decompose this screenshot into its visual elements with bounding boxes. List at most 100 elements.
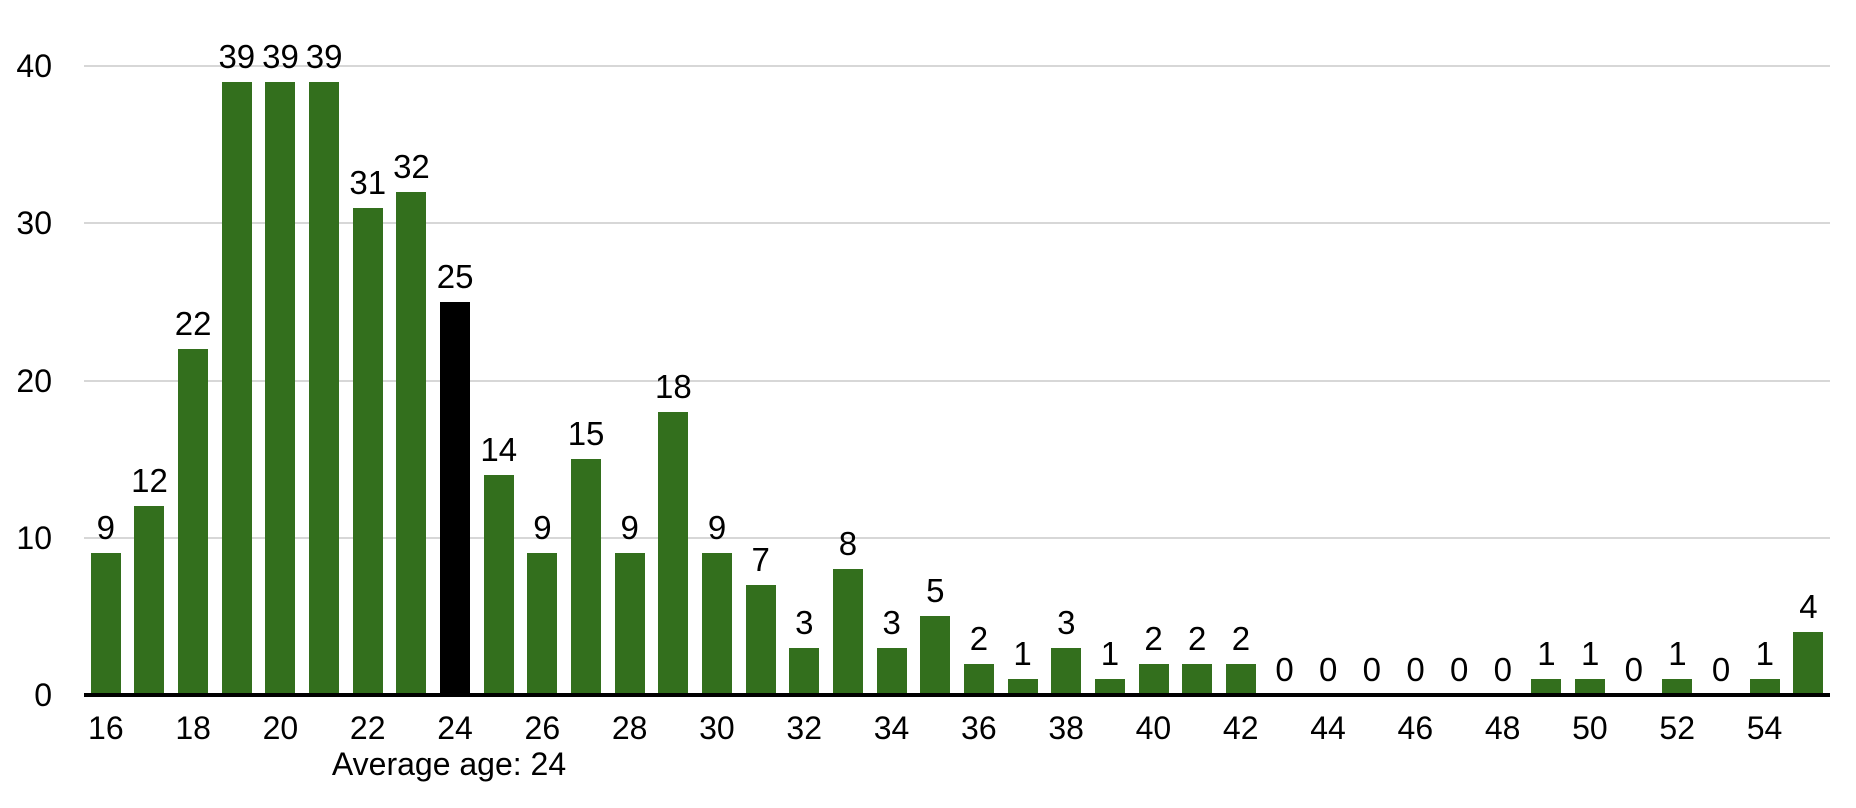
bar-age-41 <box>1182 663 1213 695</box>
bar-slot-age-35: 5 <box>913 66 957 695</box>
bar-slot-age-41: 2 <box>1175 66 1219 695</box>
gridline-40 <box>84 65 1830 67</box>
bar-value-label-age-52: 1 <box>1668 635 1687 673</box>
bar-slot-age-23: 32 <box>390 66 434 695</box>
bar-slot-age-34: 3 <box>870 66 914 695</box>
bar-age-34 <box>876 647 907 695</box>
bar-value-label-age-49: 1 <box>1537 635 1556 673</box>
bar-slot-age-45: 0 <box>1350 66 1394 695</box>
bar-slot-age-17: 12 <box>128 66 172 695</box>
bar-value-label-age-20: 39 <box>262 37 299 75</box>
gridline-10 <box>84 536 1830 539</box>
gridline-30 <box>84 222 1830 225</box>
bar-value-label-age-40: 2 <box>1144 619 1163 657</box>
bar-value-label-age-41: 2 <box>1188 619 1207 657</box>
bar-slot-age-50: 1 <box>1568 66 1612 695</box>
x-axis-label-44: 44 <box>1310 710 1346 746</box>
bar-slot-age-21: 39 <box>302 39 346 695</box>
x-axis-label-50: 50 <box>1572 710 1608 746</box>
bar-value-label-age-24: 25 <box>436 257 474 295</box>
average-age-annotation: Average age: 24 <box>331 746 567 782</box>
x-axis-label-16: 16 <box>88 710 124 746</box>
bar-value-label-age-55: 4 <box>1799 588 1818 626</box>
bar-slot-age-43: 0 <box>1263 66 1307 695</box>
bar-age-39 <box>1094 679 1125 695</box>
bar-value-label-age-38: 3 <box>1057 603 1076 641</box>
x-axis-label-22: 22 <box>349 710 386 746</box>
bar-value-label-age-44: 0 <box>1319 651 1338 688</box>
bar-slot-age-26: 9 <box>521 66 565 695</box>
bar-value-label-age-19: 39 <box>218 37 256 75</box>
bar-slot-age-54: 1 <box>1743 66 1787 695</box>
bar-value-label-age-28: 9 <box>620 509 639 547</box>
bar-slot-age-24: 25 <box>433 66 477 695</box>
bar-value-label-age-18: 22 <box>174 305 212 343</box>
x-axis-label-42: 42 <box>1222 710 1259 746</box>
bar-slot-age-29: 18 <box>652 66 696 695</box>
bar-value-label-age-22: 31 <box>349 163 387 201</box>
bar-age-16 <box>90 553 121 695</box>
bar-age-19 <box>221 81 252 695</box>
bar-slot-age-51: 0 <box>1612 66 1656 695</box>
bar-age-20 <box>265 81 296 695</box>
bar-slot-age-36: 2 <box>957 66 1001 695</box>
x-axis-label-46: 46 <box>1397 710 1434 746</box>
bar-value-label-age-16: 9 <box>96 509 116 547</box>
bar-slot-age-16: 9 <box>84 66 128 695</box>
bar-slot-age-40: 2 <box>1132 66 1176 695</box>
bar-value-label-age-17: 12 <box>131 462 168 500</box>
bar-value-label-age-48: 0 <box>1493 651 1513 688</box>
bar-slot-age-53: 0 <box>1699 66 1743 695</box>
bar-value-label-age-54: 1 <box>1755 635 1774 673</box>
bar-value-label-age-50: 1 <box>1580 635 1600 673</box>
bar-slot-age-31: 7 <box>739 66 783 695</box>
bar-value-label-age-23: 32 <box>393 147 430 185</box>
bar-slot-age-46: 0 <box>1394 66 1438 695</box>
x-axis-label-48: 48 <box>1484 710 1521 746</box>
bar-value-label-age-46: 0 <box>1406 651 1425 688</box>
bar-value-label-age-34: 3 <box>882 603 901 641</box>
x-axis-label-30: 30 <box>699 710 735 746</box>
bar-value-label-age-31: 7 <box>751 540 770 578</box>
bar-value-label-age-45: 0 <box>1362 651 1382 688</box>
bar-slot-age-30: 9 <box>695 66 739 695</box>
bar-slot-age-52: 1 <box>1656 66 1700 695</box>
bar-value-label-age-43: 0 <box>1275 651 1294 688</box>
bar-age-52 <box>1662 679 1693 695</box>
x-axis-label-18: 18 <box>175 710 211 746</box>
y-axis-label-10: 10 <box>16 519 52 556</box>
bar-slot-age-33: 8 <box>826 66 870 695</box>
bar-age-37 <box>1007 679 1038 695</box>
bar-slot-age-28: 9 <box>608 66 652 695</box>
bar-age-50 <box>1575 679 1606 695</box>
bar-value-label-age-21: 39 <box>305 37 343 75</box>
bar-age-26 <box>527 553 558 695</box>
bar-slot-age-25: 14 <box>477 66 521 695</box>
bar-age-18 <box>178 349 209 695</box>
bar-slot-age-32: 3 <box>783 66 827 695</box>
bar-value-label-age-25: 14 <box>480 430 518 468</box>
bar-value-label-age-39: 1 <box>1100 635 1120 673</box>
bar-age-32 <box>789 647 820 695</box>
bar-value-label-age-53: 0 <box>1711 651 1731 688</box>
y-axis-label-20: 20 <box>16 362 52 399</box>
bars-container: 9 12 22 39 39 39 31 32 25 14 9 15 9 18 9 7 3 8 3 5 2 1 3 1 2 2 2 0 0… <box>84 39 1830 695</box>
x-axis-label-54: 54 <box>1746 710 1783 746</box>
bar-slot-age-39: 1 <box>1088 66 1132 695</box>
bar-age-31 <box>745 584 776 695</box>
bar-value-label-age-35: 5 <box>926 572 945 610</box>
bar-value-label-age-36: 2 <box>969 619 989 657</box>
bar-value-label-age-47: 0 <box>1449 651 1469 688</box>
bar-age-38 <box>1051 647 1082 695</box>
gridline-20 <box>84 379 1830 382</box>
bar-slot-age-22: 31 <box>346 66 390 695</box>
x-axis-label-52: 52 <box>1659 710 1696 746</box>
bar-slot-age-48: 0 <box>1481 66 1525 695</box>
plot-area: 9 12 22 39 39 39 31 32 25 14 9 15 9 18 9 7 3 8 3 5 2 1 3 1 2 2 2 0 0… <box>84 39 1830 695</box>
bar-slot-age-20: 39 <box>259 39 303 695</box>
bar-age-25 <box>483 474 514 695</box>
bar-value-label-age-29: 18 <box>655 367 692 405</box>
bar-age-36 <box>963 663 994 695</box>
x-axis-label-38: 38 <box>1048 710 1084 746</box>
